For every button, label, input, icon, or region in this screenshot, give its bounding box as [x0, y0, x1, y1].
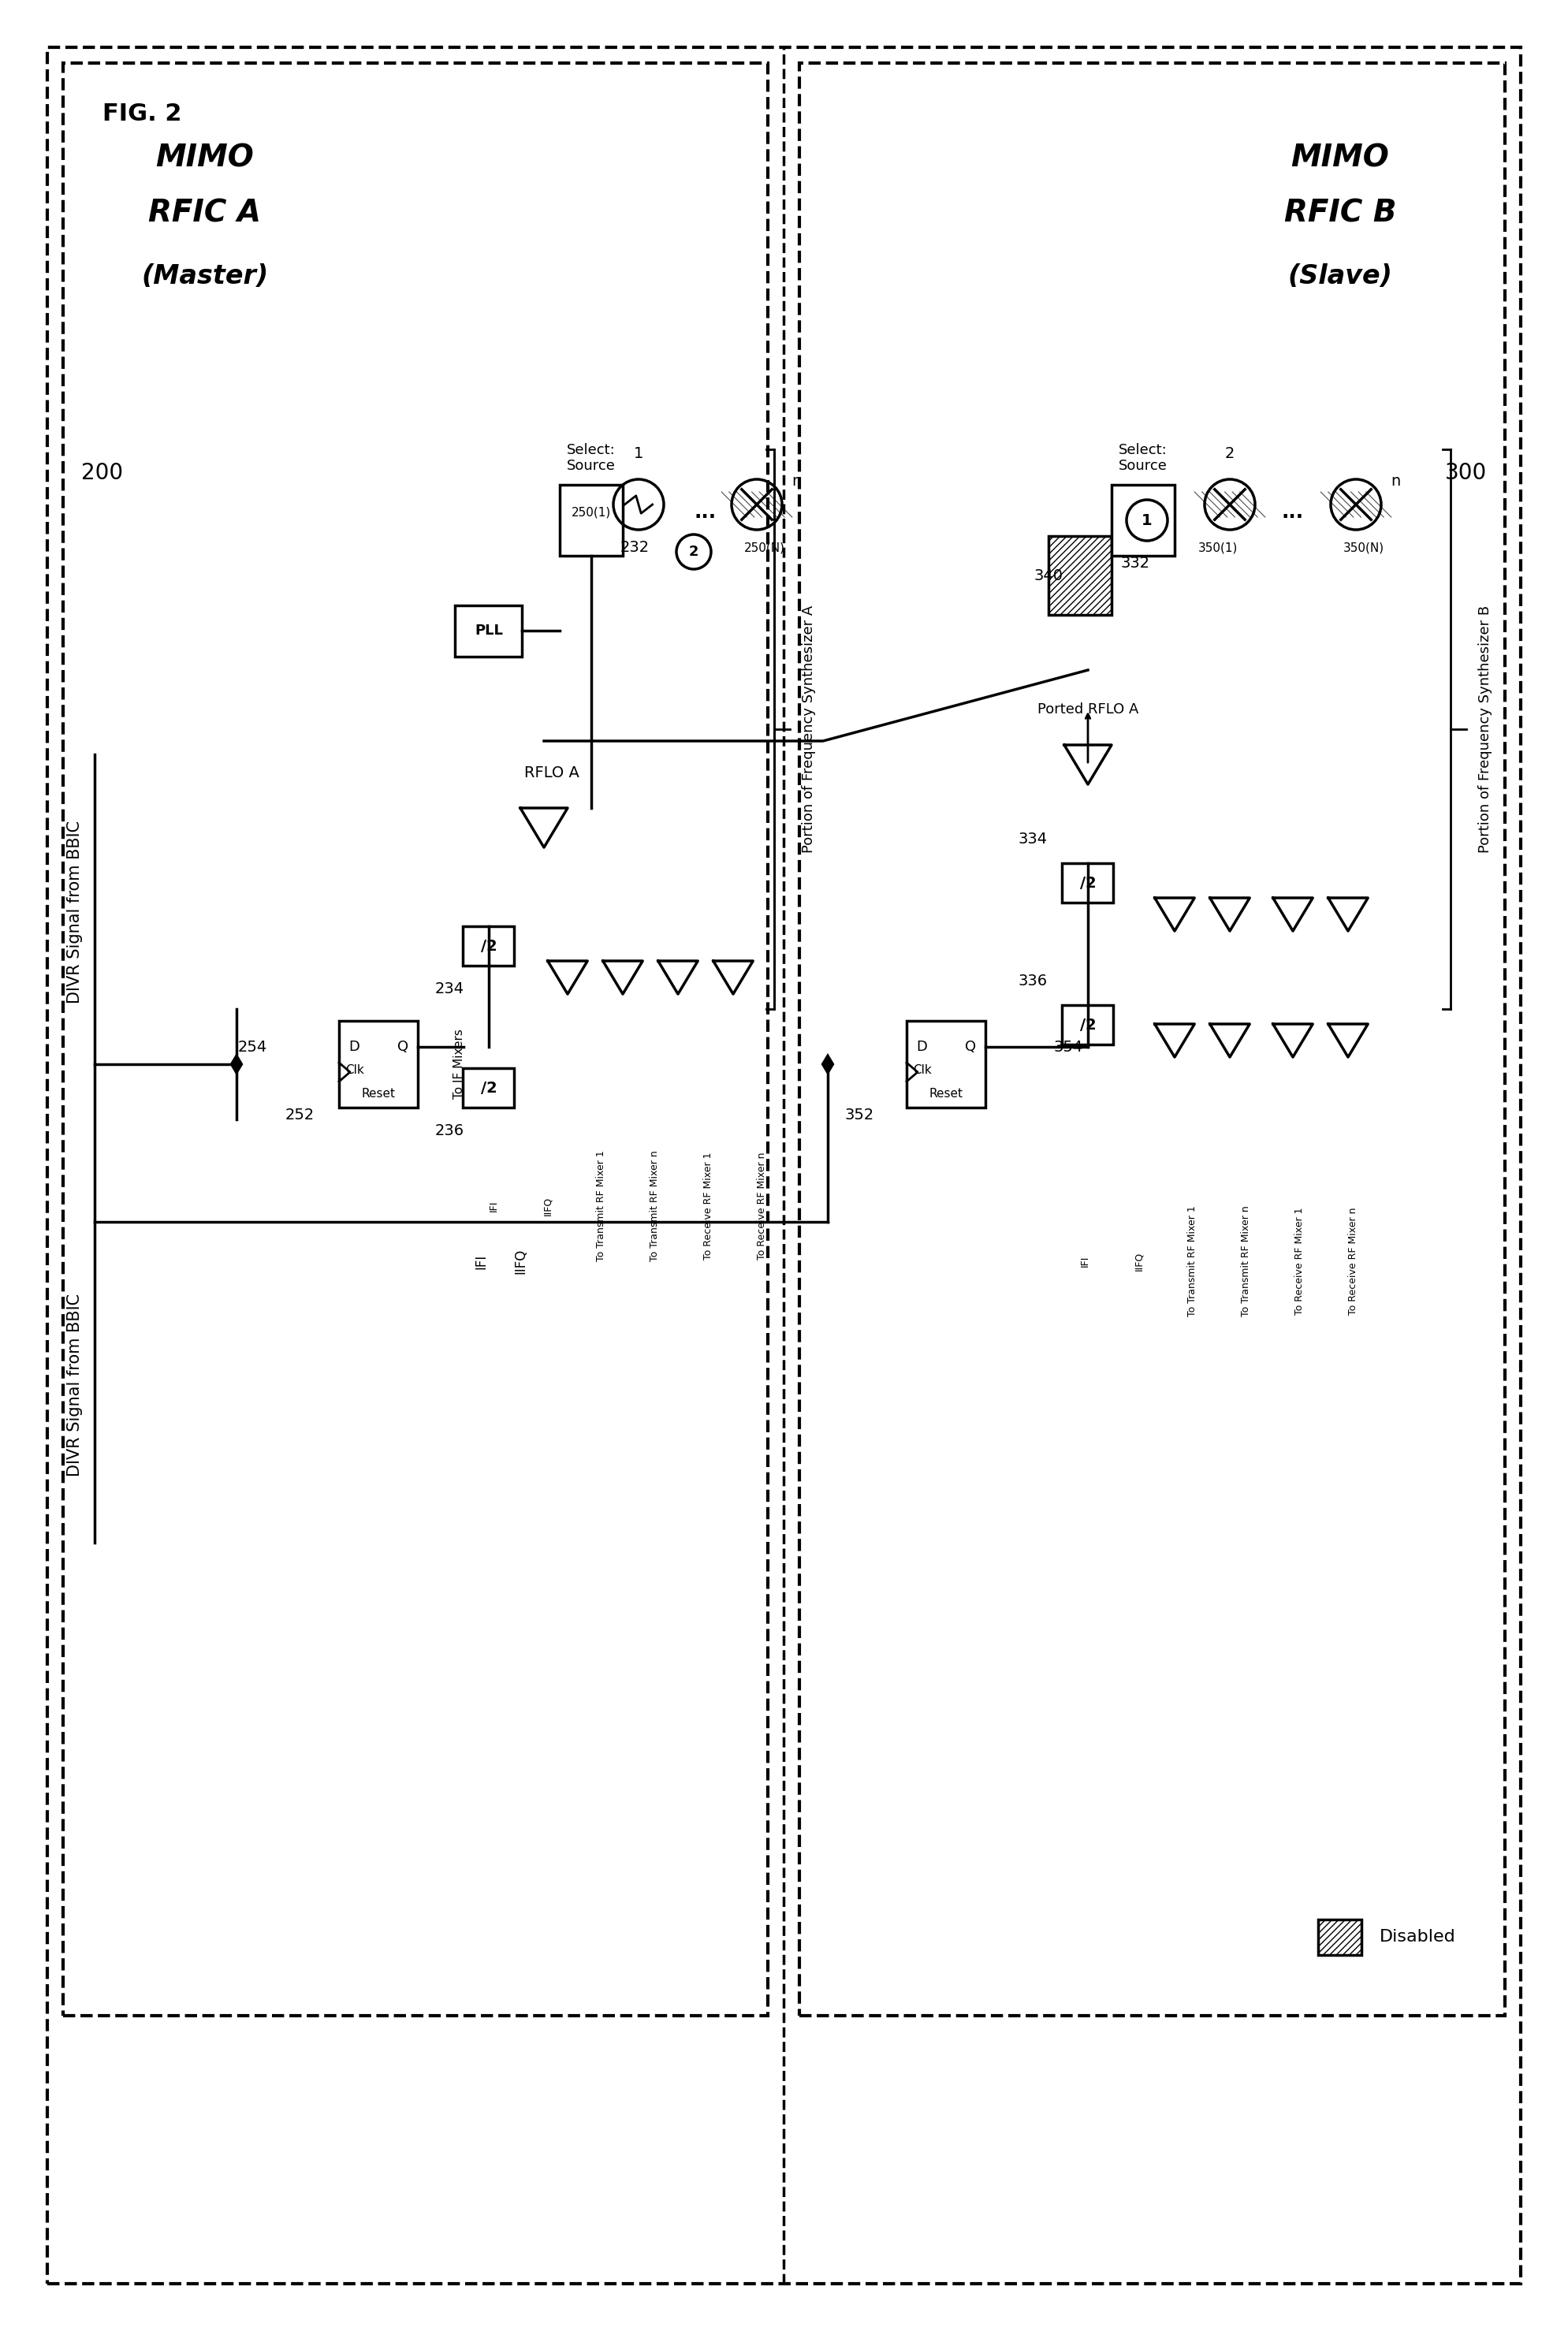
Text: IIFQ: IIFQ: [513, 1249, 527, 1275]
Text: MIMO: MIMO: [1290, 142, 1389, 172]
Text: 332: 332: [1121, 557, 1149, 571]
FancyBboxPatch shape: [560, 485, 622, 555]
Polygon shape: [230, 1054, 243, 1075]
Text: Clk: Clk: [345, 1065, 364, 1077]
Text: 252: 252: [285, 1107, 314, 1124]
Text: 300: 300: [1446, 462, 1488, 485]
Text: To Transmit RF Mixer n: To Transmit RF Mixer n: [649, 1152, 660, 1261]
Text: 2: 2: [1225, 445, 1234, 462]
Text: ...: ...: [695, 503, 717, 522]
Text: n: n: [792, 473, 801, 490]
Text: To Receive RF Mixer 1: To Receive RF Mixer 1: [702, 1152, 713, 1259]
Polygon shape: [822, 1054, 834, 1075]
Text: Ported RFLO A: Ported RFLO A: [1038, 702, 1138, 716]
Text: 354: 354: [1054, 1040, 1083, 1054]
Text: To IF Mixers: To IF Mixers: [453, 1030, 466, 1100]
Text: 254: 254: [238, 1040, 267, 1054]
Text: 336: 336: [1018, 974, 1047, 988]
Text: Q: Q: [964, 1040, 975, 1054]
Text: Reset: Reset: [930, 1089, 963, 1100]
FancyBboxPatch shape: [339, 1021, 417, 1107]
Text: 350(N): 350(N): [1344, 541, 1385, 555]
Text: Q: Q: [397, 1040, 408, 1054]
Text: (Master): (Master): [141, 263, 268, 289]
Text: 234: 234: [434, 981, 464, 998]
FancyBboxPatch shape: [463, 1068, 514, 1107]
Text: 334: 334: [1018, 832, 1047, 846]
Text: Clk: Clk: [913, 1065, 931, 1077]
Text: 350(1): 350(1): [1198, 541, 1237, 555]
Text: (Slave): (Slave): [1287, 263, 1392, 289]
Text: Select:: Select:: [1118, 443, 1168, 457]
Text: DIVR Signal from BBIC: DIVR Signal from BBIC: [67, 1294, 83, 1476]
Text: /2: /2: [1080, 1016, 1096, 1033]
Text: 232: 232: [619, 541, 649, 555]
Text: Disabled: Disabled: [1380, 1930, 1455, 1944]
Text: 200: 200: [82, 462, 124, 485]
Text: Select:: Select:: [568, 443, 616, 457]
Text: /2: /2: [480, 1079, 497, 1096]
Text: D: D: [916, 1040, 927, 1054]
Text: 250(N): 250(N): [745, 541, 786, 555]
Text: 352: 352: [845, 1107, 873, 1124]
Text: To Transmit RF Mixer 1: To Transmit RF Mixer 1: [596, 1152, 607, 1261]
Text: RFIC A: RFIC A: [149, 198, 262, 228]
FancyBboxPatch shape: [906, 1021, 985, 1107]
Text: 250(1): 250(1): [571, 506, 612, 517]
Text: To Transmit RF Mixer 1: To Transmit RF Mixer 1: [1187, 1205, 1198, 1317]
Text: IIFQ: IIFQ: [543, 1196, 552, 1217]
Text: IIFQ: IIFQ: [1134, 1252, 1145, 1270]
Text: /2: /2: [480, 939, 497, 953]
Text: Portion of Frequency Synthesizer A: Portion of Frequency Synthesizer A: [801, 606, 815, 853]
Text: 236: 236: [434, 1124, 464, 1140]
Text: 1: 1: [633, 445, 643, 462]
Text: Source: Source: [568, 459, 616, 473]
Bar: [1049, 536, 1112, 615]
Text: ...: ...: [1281, 503, 1305, 522]
FancyBboxPatch shape: [1112, 485, 1174, 555]
Text: To Receive RF Mixer n: To Receive RF Mixer n: [1348, 1207, 1358, 1315]
Text: IFI: IFI: [489, 1200, 499, 1212]
Text: To Receive RF Mixer 1: To Receive RF Mixer 1: [1295, 1207, 1305, 1315]
Text: Portion of Frequency Synthesizer B: Portion of Frequency Synthesizer B: [1479, 606, 1493, 853]
Text: IFI: IFI: [474, 1254, 488, 1268]
Text: PLL: PLL: [475, 625, 503, 639]
Text: RFLO A: RFLO A: [524, 765, 580, 781]
Bar: [1319, 1918, 1363, 1956]
Text: To Transmit RF Mixer n: To Transmit RF Mixer n: [1240, 1205, 1251, 1317]
Text: 340: 340: [1033, 569, 1063, 583]
Text: /2: /2: [1080, 876, 1096, 890]
Text: D: D: [348, 1040, 359, 1054]
FancyBboxPatch shape: [463, 925, 514, 965]
Text: 2: 2: [688, 545, 699, 559]
Text: RFIC B: RFIC B: [1284, 198, 1397, 228]
Text: Reset: Reset: [362, 1089, 395, 1100]
Text: DIVR Signal from BBIC: DIVR Signal from BBIC: [67, 821, 83, 1005]
FancyBboxPatch shape: [1062, 1005, 1113, 1044]
Text: n: n: [1391, 473, 1400, 490]
Text: MIMO: MIMO: [155, 142, 254, 172]
Text: 1: 1: [1142, 513, 1152, 527]
Text: IFI: IFI: [1080, 1256, 1090, 1268]
Text: FIG. 2: FIG. 2: [102, 103, 182, 126]
Text: To Receive RF Mixer n: To Receive RF Mixer n: [757, 1152, 767, 1259]
FancyBboxPatch shape: [1062, 862, 1113, 902]
Text: Source: Source: [1118, 459, 1168, 473]
FancyBboxPatch shape: [455, 606, 522, 657]
